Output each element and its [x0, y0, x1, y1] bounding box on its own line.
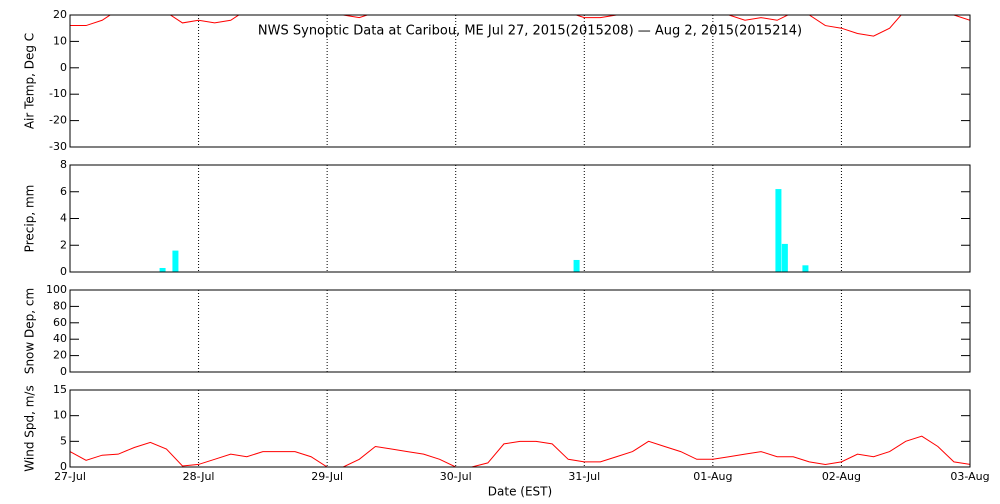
y-tick-label: 20 [53, 349, 67, 362]
x-tick-label: 27-Jul [54, 470, 86, 483]
x-tick-label: 29-Jul [311, 470, 343, 483]
x-tick-label: 28-Jul [183, 470, 215, 483]
y-tick-label: -30 [49, 140, 67, 153]
plot-frame [69, 164, 971, 273]
data-line [70, 435, 970, 467]
y-tick-label: 5 [60, 434, 67, 447]
plot-area [159, 189, 809, 272]
y-tick-label: 2 [60, 238, 67, 251]
y-axis-label: Wind Spd, m/s [23, 385, 37, 471]
plot-area [70, 435, 970, 467]
y-tick-label: 60 [53, 316, 67, 329]
y-tick-label: -10 [49, 87, 67, 100]
y-tick-label: 0 [60, 61, 67, 74]
plot-frame [69, 14, 971, 148]
plot-frame [69, 389, 971, 468]
y-tick-label: 6 [60, 185, 67, 198]
chart-title: NWS Synoptic Data at Caribou, ME Jul 27,… [258, 24, 802, 39]
bar [775, 189, 782, 272]
bar [172, 250, 179, 272]
bar [802, 265, 809, 272]
y-axis-label: Air Temp, Deg C [23, 33, 37, 129]
y-tick-label: 10 [53, 409, 67, 422]
y-tick-label: -20 [49, 114, 67, 127]
y-tick-label: 10 [53, 34, 67, 47]
x-tick-label: 02-Aug [822, 470, 861, 483]
plot-frame [69, 289, 971, 373]
plot-area [70, 15, 970, 37]
y-tick-label: 0 [60, 365, 67, 378]
bar [781, 243, 788, 272]
y-axis-label: Precip, mm [23, 185, 37, 253]
y-axis-label: Snow Dep, cm [23, 288, 37, 374]
x-tick-label: 30-Jul [440, 470, 472, 483]
y-tick-label: 15 [53, 383, 67, 396]
x-tick-label: 01-Aug [693, 470, 732, 483]
bar [159, 267, 166, 272]
x-tick-label: 03-Aug [950, 470, 989, 483]
y-tick-label: 0 [60, 265, 67, 278]
y-tick-label: 0 [60, 460, 67, 473]
data-line [70, 15, 970, 37]
bar [573, 259, 580, 272]
y-tick-label: 40 [53, 332, 67, 345]
x-axis-label: Date (EST) [488, 485, 552, 499]
y-tick-label: 100 [46, 283, 67, 296]
x-tick-label: 31-Jul [568, 470, 600, 483]
y-tick-label: 20 [53, 8, 67, 21]
y-tick-label: 4 [60, 212, 67, 225]
y-tick-label: 80 [53, 299, 67, 312]
y-tick-label: 8 [60, 158, 67, 171]
